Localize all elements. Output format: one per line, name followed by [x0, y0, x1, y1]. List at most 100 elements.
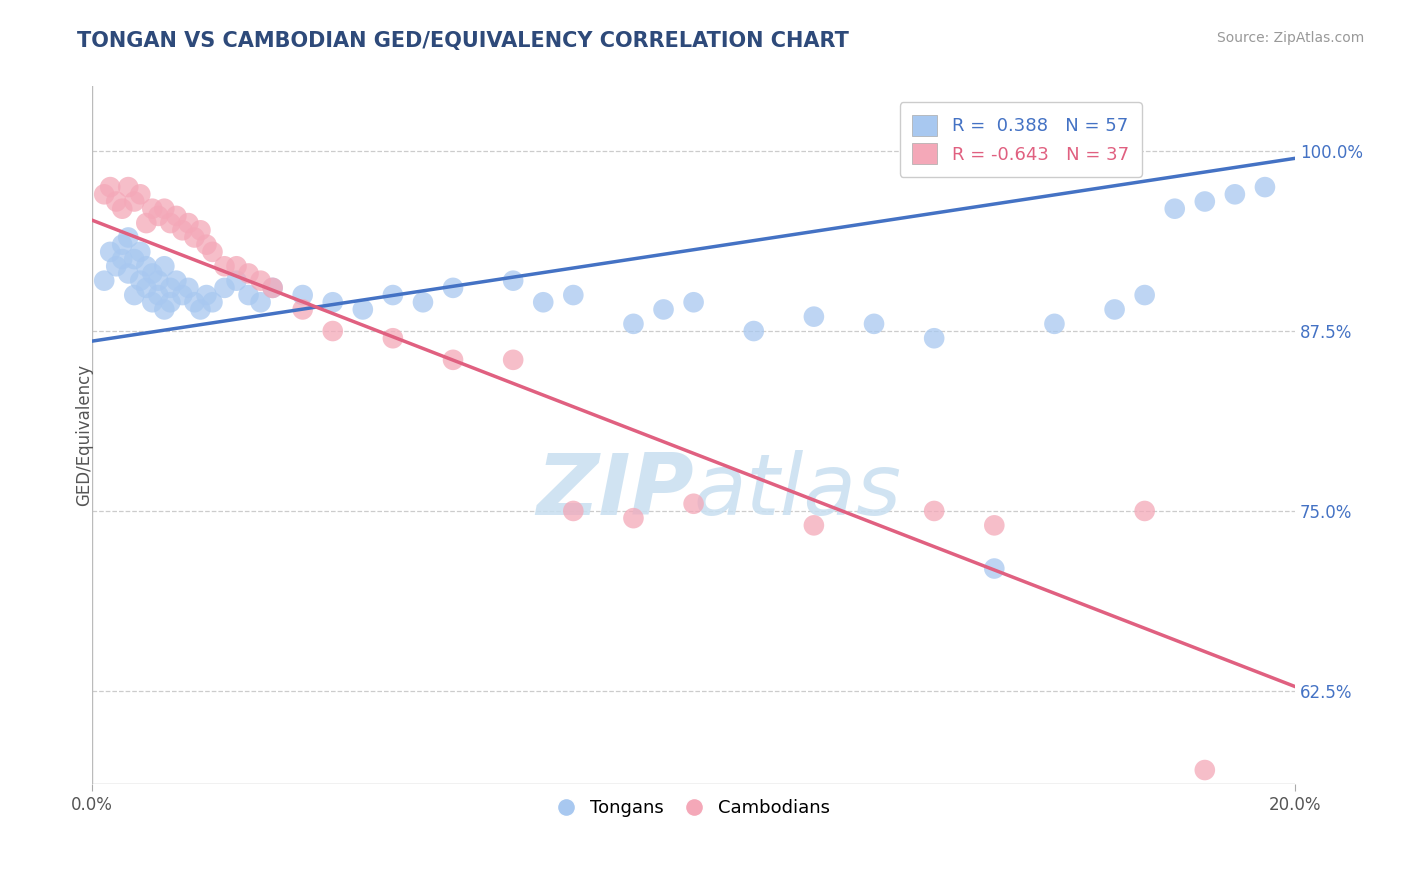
Point	[159, 281, 181, 295]
Point	[1133, 288, 1156, 302]
Point	[291, 288, 314, 302]
Point	[531, 295, 554, 310]
Point	[1223, 187, 1246, 202]
Text: atlas: atlas	[693, 450, 901, 533]
Y-axis label: GED/Equivalency: GED/Equivalency	[75, 364, 93, 507]
Point	[238, 288, 260, 302]
Point	[201, 295, 224, 310]
Point	[441, 352, 464, 367]
Point	[117, 267, 139, 281]
Text: ZIP: ZIP	[536, 450, 693, 533]
Point	[111, 202, 134, 216]
Point	[1194, 194, 1216, 209]
Point	[141, 267, 163, 281]
Point	[111, 252, 134, 266]
Point	[98, 244, 121, 259]
Point	[159, 216, 181, 230]
Point	[129, 274, 152, 288]
Point	[922, 504, 945, 518]
Point	[214, 260, 236, 274]
Point	[172, 223, 194, 237]
Point	[983, 518, 1005, 533]
Point	[117, 230, 139, 244]
Point	[682, 497, 704, 511]
Point	[148, 274, 170, 288]
Point	[141, 202, 163, 216]
Point	[93, 274, 115, 288]
Point	[135, 216, 157, 230]
Point	[352, 302, 374, 317]
Point	[135, 281, 157, 295]
Legend: Tongans, Cambodians: Tongans, Cambodians	[550, 792, 837, 824]
Point	[562, 504, 585, 518]
Point	[165, 274, 187, 288]
Point	[111, 237, 134, 252]
Point	[562, 288, 585, 302]
Point	[153, 302, 176, 317]
Point	[412, 295, 434, 310]
Point	[623, 317, 645, 331]
Point	[153, 202, 176, 216]
Point	[381, 288, 404, 302]
Point	[1133, 504, 1156, 518]
Point	[322, 295, 344, 310]
Point	[803, 518, 825, 533]
Point	[129, 187, 152, 202]
Point	[190, 302, 212, 317]
Point	[159, 295, 181, 310]
Point	[502, 274, 524, 288]
Point	[1043, 317, 1066, 331]
Point	[652, 302, 675, 317]
Point	[863, 317, 886, 331]
Point	[172, 288, 194, 302]
Text: Source: ZipAtlas.com: Source: ZipAtlas.com	[1216, 31, 1364, 45]
Point	[141, 295, 163, 310]
Point	[124, 252, 146, 266]
Point	[803, 310, 825, 324]
Point	[117, 180, 139, 194]
Point	[177, 216, 200, 230]
Point	[225, 274, 247, 288]
Point	[623, 511, 645, 525]
Point	[238, 267, 260, 281]
Point	[124, 194, 146, 209]
Point	[1104, 302, 1126, 317]
Point	[983, 561, 1005, 575]
Point	[148, 209, 170, 223]
Point	[682, 295, 704, 310]
Point	[502, 352, 524, 367]
Point	[183, 295, 205, 310]
Point	[291, 302, 314, 317]
Point	[1194, 763, 1216, 777]
Point	[124, 288, 146, 302]
Point	[262, 281, 284, 295]
Point	[249, 295, 271, 310]
Text: TONGAN VS CAMBODIAN GED/EQUIVALENCY CORRELATION CHART: TONGAN VS CAMBODIAN GED/EQUIVALENCY CORR…	[77, 31, 849, 51]
Point	[148, 288, 170, 302]
Point	[214, 281, 236, 295]
Point	[322, 324, 344, 338]
Point	[201, 244, 224, 259]
Point	[381, 331, 404, 345]
Point	[105, 260, 128, 274]
Point	[135, 260, 157, 274]
Point	[262, 281, 284, 295]
Point	[93, 187, 115, 202]
Point	[922, 331, 945, 345]
Point	[177, 281, 200, 295]
Point	[129, 244, 152, 259]
Point	[153, 260, 176, 274]
Point	[195, 288, 218, 302]
Point	[190, 223, 212, 237]
Point	[165, 209, 187, 223]
Point	[742, 324, 765, 338]
Point	[1164, 202, 1187, 216]
Point	[1254, 180, 1277, 194]
Point	[183, 230, 205, 244]
Point	[195, 237, 218, 252]
Point	[249, 274, 271, 288]
Point	[98, 180, 121, 194]
Point	[225, 260, 247, 274]
Point	[105, 194, 128, 209]
Point	[441, 281, 464, 295]
